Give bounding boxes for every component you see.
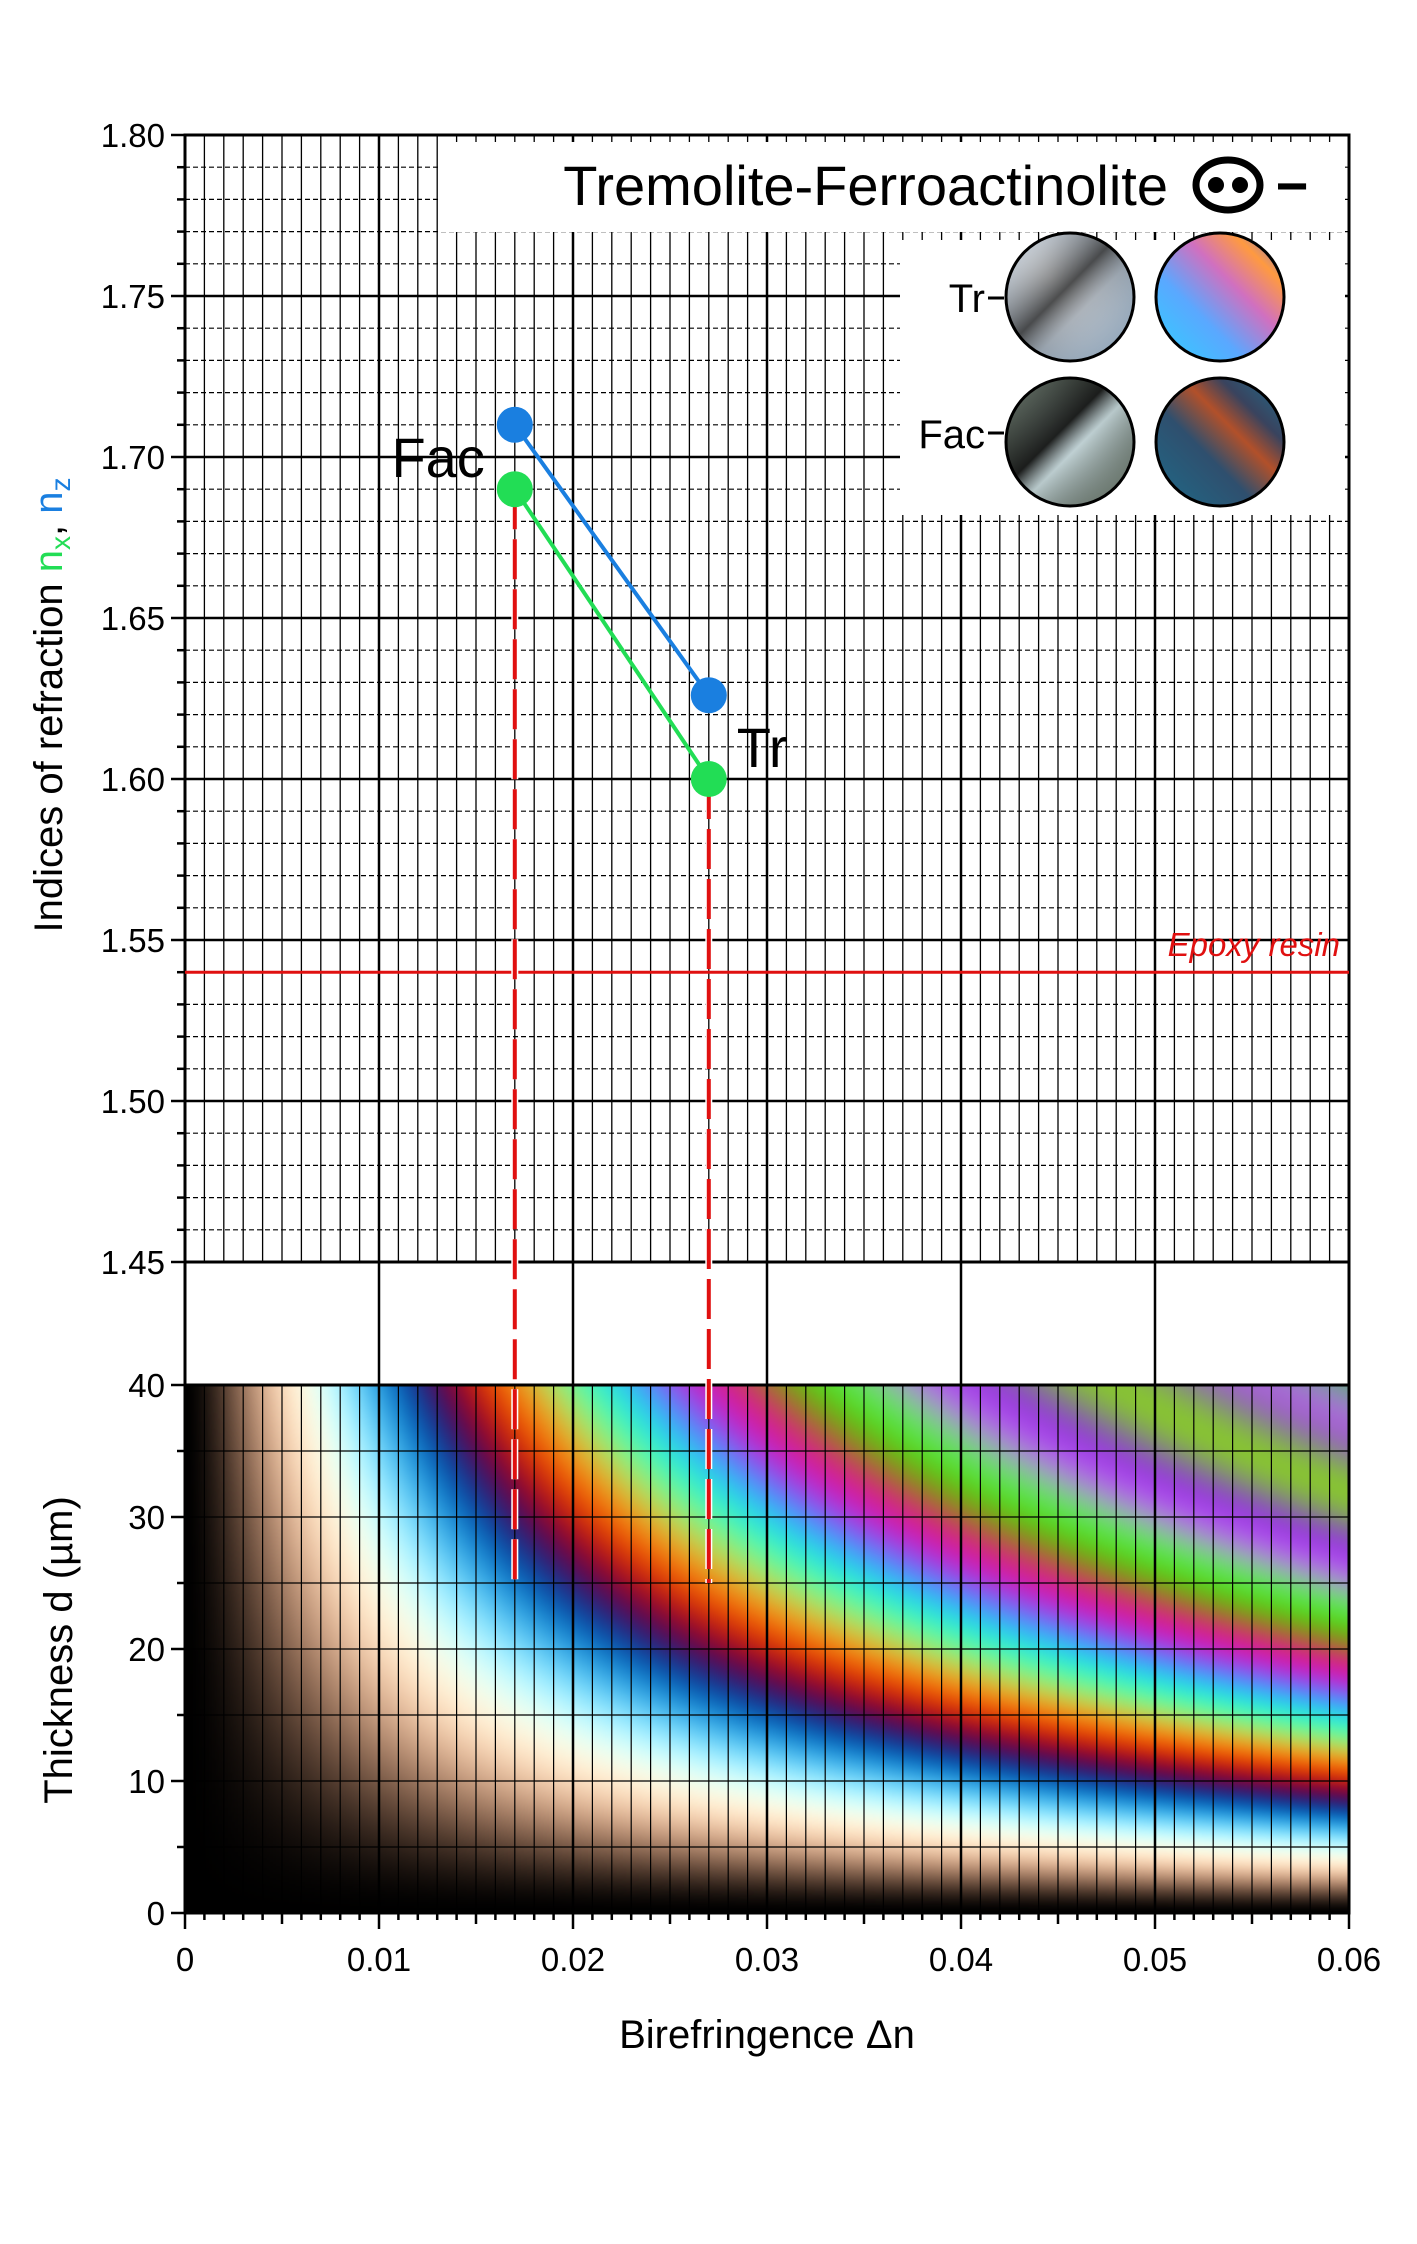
- y-tick-label: 20: [128, 1631, 165, 1668]
- refraction-series: [496, 406, 727, 797]
- y-tick-label: 1.65: [101, 600, 165, 637]
- thickness-y-axis-title: Thickness d (µm): [37, 1496, 81, 1804]
- series-line-nz: [513, 423, 711, 697]
- y-tick-label: 1.75: [101, 278, 165, 315]
- ferroactinolite-xpl-micrograph: [1154, 376, 1286, 508]
- chart-title: Tremolite-Ferroactinolite: [563, 154, 1168, 217]
- ylabel-nx: n: [27, 550, 71, 572]
- gap-grid: [185, 1262, 1349, 1387]
- y-tick-label: 0: [147, 1895, 165, 1932]
- ylabel-text: Indices of refraction: [27, 583, 71, 932]
- y-tick-label: 1.45: [101, 1244, 165, 1281]
- y-tick-label: 40: [128, 1367, 165, 1404]
- refraction-y-axis-title: Indices of refraction nx, nz: [27, 478, 76, 933]
- data-point-nx: [690, 761, 727, 797]
- y-tick-label: 10: [128, 1763, 165, 1800]
- y-tick-label: 30: [128, 1499, 165, 1536]
- heatmap-grid: [185, 1385, 1349, 1913]
- ylabel-separator: ,: [27, 525, 71, 536]
- y-tick-label: 1.80: [101, 117, 165, 154]
- x-tick-label: 0: [176, 1941, 194, 1978]
- y-tick-label: 1.70: [101, 439, 165, 476]
- birefringence-x-tick-labels: 0 0.01 0.02 0.03 0.04 0.05 0.06: [176, 1941, 1381, 1978]
- point-label-fac: Fac: [391, 426, 484, 489]
- micrograph-inset: Tr Fac: [900, 231, 1345, 515]
- x-tick-label: 0.01: [347, 1941, 411, 1978]
- y-tick-label: 1.55: [101, 922, 165, 959]
- x-tick-label: 0.06: [1317, 1941, 1381, 1978]
- inset-label-fac: Fac: [918, 413, 985, 457]
- tremolite-ppl-micrograph: [1004, 231, 1136, 363]
- thickness-y-tick-labels: 0 10 20 30 40: [128, 1367, 165, 1932]
- biaxial-optic-symbol-icon: [1192, 156, 1264, 214]
- x-tick-label: 0.04: [929, 1941, 993, 1978]
- ylabel-nx-sub: x: [45, 536, 76, 550]
- refraction-y-tick-labels: 1.45 1.50 1.55 1.60 1.65 1.70 1.75 1.80: [101, 117, 165, 1281]
- x-tick-label: 0.05: [1123, 1941, 1187, 1978]
- data-point-nz: [690, 677, 727, 714]
- series-line-nx: [513, 488, 711, 781]
- y-tick-label: 1.60: [101, 761, 165, 798]
- data-point-nx: [496, 471, 533, 508]
- ylabel-nz: n: [27, 492, 71, 514]
- birefringence-x-axis-title: Birefringence Δn: [619, 2013, 915, 2057]
- ylabel-nz-sub: z: [45, 478, 76, 492]
- optic-sign-symbol: −: [1276, 154, 1309, 217]
- y-tick-label: 1.50: [101, 1083, 165, 1120]
- drop-lines: [511, 489, 713, 1583]
- axis-ticks: [171, 133, 1351, 1929]
- point-label-tr: Tr: [737, 716, 788, 779]
- x-tick-label: 0.03: [735, 1941, 799, 1978]
- data-point-nz: [496, 406, 533, 443]
- epoxy-resin-label: Epoxy resin: [1168, 926, 1340, 963]
- tremolite-xpl-micrograph: [1154, 231, 1286, 363]
- x-tick-label: 0.02: [541, 1941, 605, 1978]
- inset-label-tr: Tr: [949, 277, 985, 321]
- ferroactinolite-ppl-micrograph: [1004, 376, 1136, 508]
